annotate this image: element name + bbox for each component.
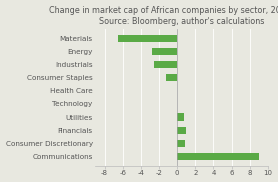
Bar: [177, 113, 183, 121]
Bar: [177, 140, 185, 147]
Bar: [118, 35, 177, 42]
Bar: [177, 153, 259, 160]
Bar: [166, 74, 177, 81]
Bar: [177, 126, 186, 134]
Bar: [155, 61, 177, 68]
Title: Change in market cap of African companies by sector, 2012-2017
Source: Bloomberg: Change in market cap of African companie…: [49, 6, 278, 26]
Bar: [152, 48, 177, 55]
